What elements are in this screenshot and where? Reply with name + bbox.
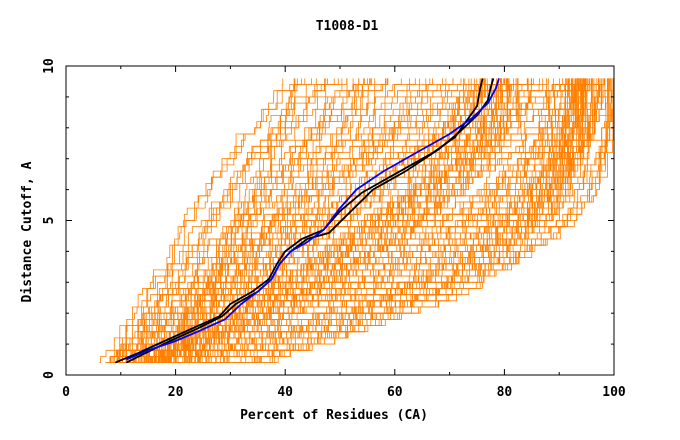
model-curve xyxy=(155,78,485,363)
model-curve xyxy=(175,78,464,364)
model-curve xyxy=(110,78,420,363)
x-tick-label: 40 xyxy=(277,385,293,400)
highlighted-curves xyxy=(114,78,500,364)
model-curve xyxy=(185,78,612,364)
x-tick-label: 20 xyxy=(168,385,184,400)
chart-title: T1008-D1 xyxy=(316,19,379,34)
model-curve xyxy=(185,78,593,364)
x-tick-label: 100 xyxy=(602,385,626,400)
model-curve xyxy=(165,78,508,363)
x-tick-label: 0 xyxy=(62,385,70,400)
model-curve xyxy=(169,78,580,364)
model-curve xyxy=(159,78,306,364)
model-curve xyxy=(107,78,284,364)
model-curve xyxy=(195,78,592,364)
y-tick-label: 10 xyxy=(42,58,57,74)
highlighted-curve-3 xyxy=(125,78,500,361)
model-curve xyxy=(162,78,462,363)
model-curve xyxy=(171,78,585,364)
model-curve xyxy=(166,78,582,364)
y-tick-label: 0 xyxy=(42,371,57,379)
highlighted-curve-1 xyxy=(114,78,484,364)
model-curves xyxy=(99,78,614,364)
model-curve xyxy=(189,78,509,363)
model-curve xyxy=(137,78,502,364)
model-curve xyxy=(142,78,600,364)
model-curve xyxy=(220,78,590,364)
y-tick-label: 5 xyxy=(42,217,57,225)
model-curve xyxy=(159,78,532,363)
model-curve xyxy=(110,78,487,363)
model-curve xyxy=(160,78,335,364)
model-curve xyxy=(128,78,402,364)
model-curve xyxy=(119,78,339,363)
model-curve xyxy=(150,78,502,364)
model-curve xyxy=(153,78,578,364)
model-curve xyxy=(161,78,470,364)
axes: 0 20 40 60 80 100 0 5 10 xyxy=(42,58,626,400)
x-axis-label: Percent of Residues (CA) xyxy=(240,408,428,423)
model-curve xyxy=(125,78,313,364)
highlighted-curve-2 xyxy=(125,78,495,364)
x-tick-label: 80 xyxy=(497,385,513,400)
model-curve xyxy=(146,78,611,364)
y-axis-label: Distance Cutoff, A xyxy=(20,161,35,302)
model-curve xyxy=(151,78,343,364)
x-tick-label: 60 xyxy=(387,385,403,400)
model-curve xyxy=(132,78,534,363)
